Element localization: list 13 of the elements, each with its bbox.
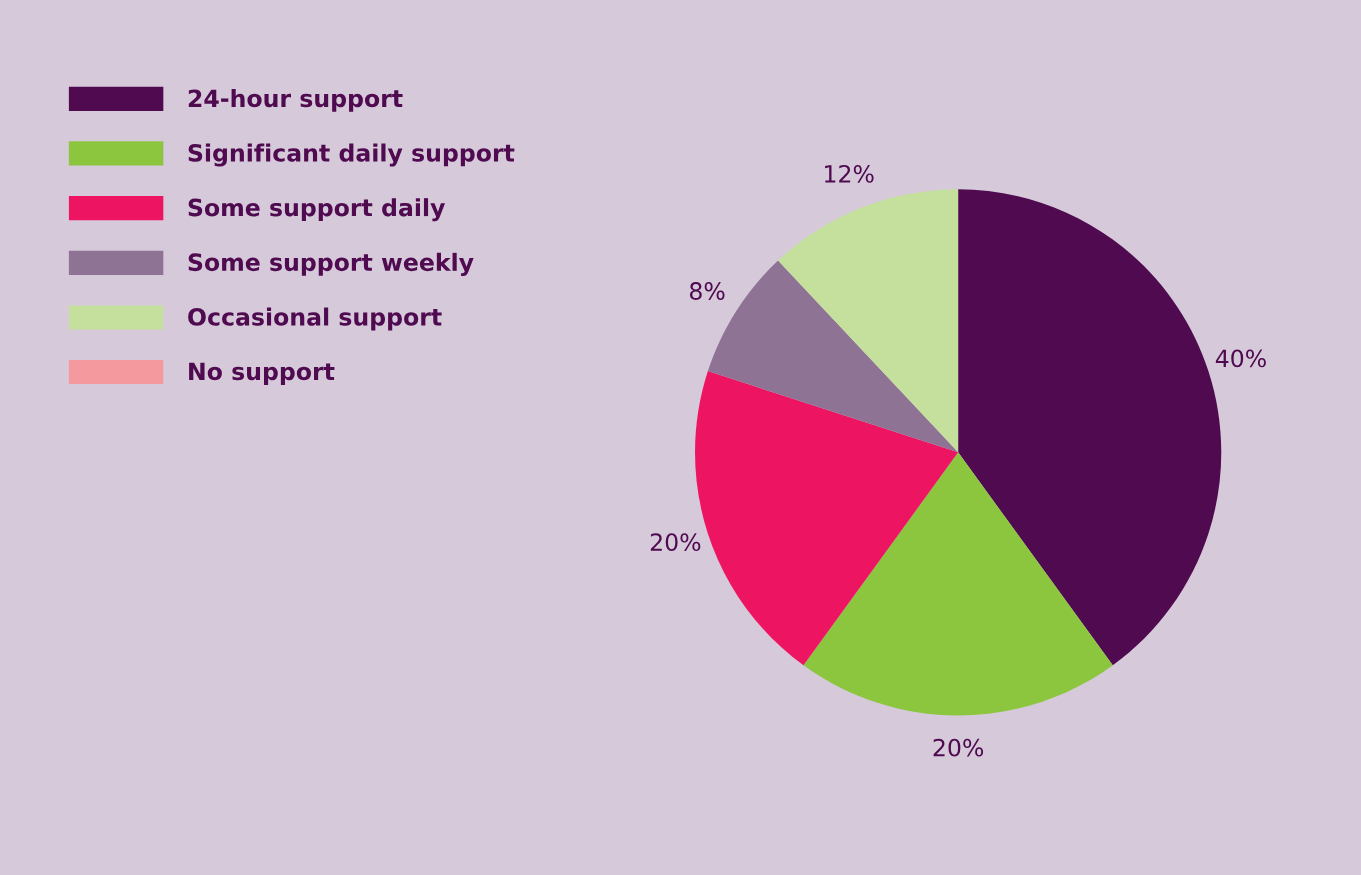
pie-slice xyxy=(803,452,1113,716)
legend-label: Occasional support xyxy=(188,307,442,331)
legend-label: 24-hour support xyxy=(188,89,403,112)
data-label: 8% xyxy=(689,282,725,300)
legend-label: Some support weekly xyxy=(188,252,474,276)
legend-label: Some support daily xyxy=(188,198,446,222)
data-label: 20% xyxy=(650,533,701,552)
pie-slice xyxy=(778,189,959,453)
legend-label: No support xyxy=(189,362,335,385)
legend-label: Significant daily support xyxy=(188,143,515,167)
data-label: 40% xyxy=(1215,349,1266,368)
data-label: 20% xyxy=(933,738,984,757)
data-label: 12% xyxy=(825,164,874,183)
